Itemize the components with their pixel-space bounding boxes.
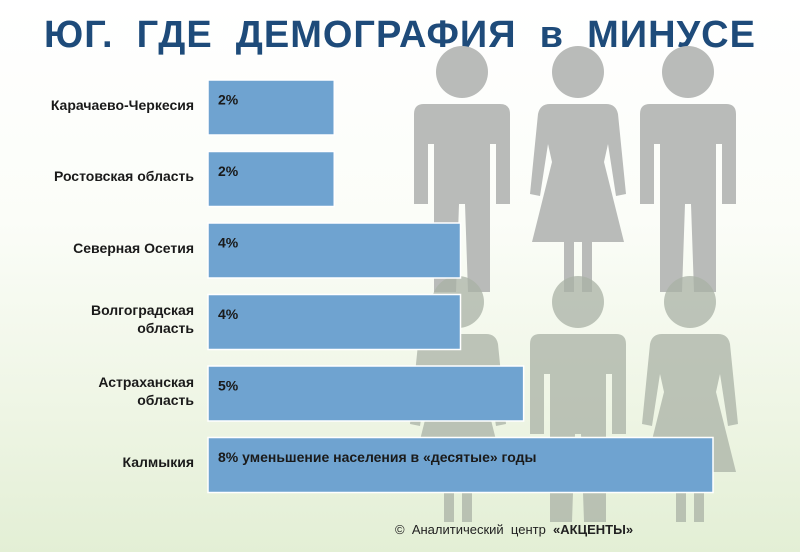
bar-value-label: 2% [218,92,239,108]
bar-value-label: 2% [218,163,239,179]
bar [207,293,462,351]
footer-text: Аналитический центр [411,522,546,537]
bar-value-label: 4% [218,306,239,322]
bar [207,436,714,494]
bar [207,79,335,136]
bar [207,150,335,208]
category-label: Карачаево-Черкесия [50,96,194,113]
category-label: Волгоградская область [90,302,194,336]
bar [207,222,462,279]
category-label: Ростовская область [53,168,194,184]
bar-value-label: 4% [218,235,239,251]
category-label: Калмыкия [122,454,195,470]
category-label: Северная Осетия [73,239,194,256]
bar-value-label: 5% [218,378,239,394]
bar-value-label: 8% уменьшение населения в «десятые» годы [218,449,536,465]
footer-brand: «АКЦЕНТЫ» [553,522,634,537]
footer-credit: © Аналитический центр «АКЦЕНТЫ» [395,522,633,537]
category-label: Астраханская область [98,373,194,408]
bar [207,365,525,422]
copyright-symbol: © [395,522,405,537]
